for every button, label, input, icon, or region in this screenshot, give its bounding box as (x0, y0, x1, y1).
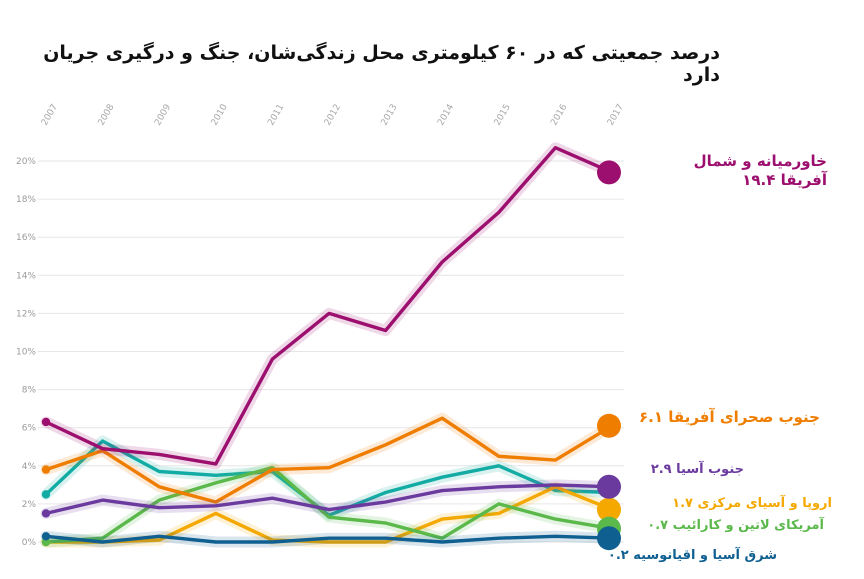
y-tick-label: 16% (16, 233, 36, 243)
series-end-dot (597, 413, 621, 438)
x-tick-label: 2017 (606, 103, 626, 128)
series-end-label-line: جنوب صحرای آفریقا ۶.۱ (639, 408, 820, 426)
series-end-label: جنوب آسیا ۲.۹ (651, 462, 744, 478)
x-tick-label: 2013 (380, 103, 400, 128)
series-halo (40, 142, 618, 470)
series-end-dot (597, 497, 621, 522)
series-end-dot (597, 160, 621, 185)
y-tick-label: 8% (22, 386, 37, 396)
series-end-label: جنوب صحرای آفریقا ۶.۱ (639, 408, 820, 427)
y-tick-label: 12% (16, 309, 36, 319)
series-line (44, 485, 614, 544)
x-tick-label: 2007 (40, 103, 60, 128)
series-end-label-line: جنوب آسیا ۲.۹ (650, 462, 744, 477)
series-end-dot (597, 474, 621, 499)
y-tick-label: 10% (16, 348, 36, 358)
series-start-dot (41, 532, 51, 541)
series-end-dot (597, 526, 621, 551)
series-line (44, 416, 614, 504)
series-end-label-line: شرق آسیا و اقیانوسیه ۰.۲ (607, 548, 777, 563)
series-start-dot (41, 465, 51, 474)
series-end-label-line: اروپا و آسیای مرکزی ۱.۷ (672, 496, 832, 511)
y-tick-label: 0% (22, 538, 37, 548)
series-end-label: اروپا و آسیای مرکزی ۱.۷ (672, 496, 832, 512)
series-line (44, 145, 614, 466)
series-line (44, 534, 614, 544)
series-end-label-line: خاورمیانه و شمال (693, 152, 827, 170)
y-tick-label: 2% (22, 500, 37, 510)
chart-title: درصد جمعیتی که در ۶۰ کیلومتری محل زندگی‌… (43, 42, 720, 86)
series-line (44, 466, 614, 544)
series-end-label-line: آمریکای لاتین و کارائیب ۰.۷ (647, 518, 824, 533)
y-tick-label: 6% (22, 424, 37, 434)
y-tick-label: 4% (22, 462, 37, 472)
y-tick-label: 20% (16, 157, 36, 167)
series-end-label: خاورمیانه و شمال آفریقا ۱۹.۴ (694, 152, 827, 190)
x-tick-label: 2015 (493, 103, 513, 128)
series-line (44, 483, 614, 516)
x-tick-label: 2011 (266, 103, 286, 128)
y-tick-label: 14% (16, 271, 36, 281)
x-tick-label: 2008 (97, 102, 117, 127)
series-end-label: آمریکای لاتین و کارائیب ۰.۷ (647, 518, 824, 534)
series-start-dot (41, 490, 51, 499)
x-tick-label: 2014 (436, 102, 456, 127)
x-tick-label: 2010 (210, 102, 230, 127)
series-start-dot (41, 417, 51, 427)
x-tick-label: 2016 (549, 102, 569, 127)
x-tick-label: 2009 (153, 102, 173, 127)
series-end-label: شرق آسیا و اقیانوسیه ۰.۲ (608, 548, 777, 564)
x-tick-label: 2012 (323, 103, 343, 128)
series-start-dot (41, 509, 51, 518)
y-tick-label: 18% (16, 195, 36, 205)
series-end-label-line: آفریقا ۱۹.۴ (742, 170, 827, 189)
